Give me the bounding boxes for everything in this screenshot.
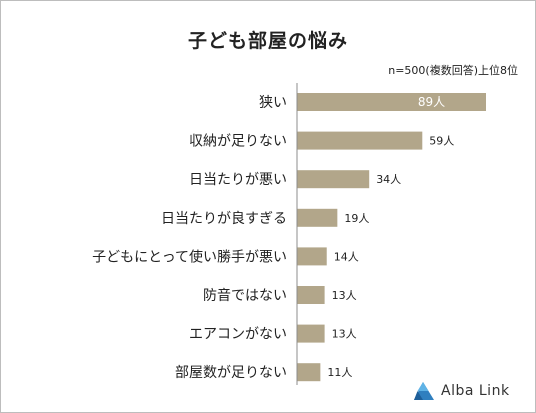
bar-0 — [297, 93, 486, 111]
bar-1 — [297, 131, 423, 150]
category-label-1: 収納が足りない — [189, 134, 287, 150]
brand-triangle-icon — [414, 382, 434, 400]
value-label-3: 19人 — [344, 212, 369, 225]
brand-name: Alba Link — [441, 383, 510, 399]
category-labels-group: 狭い収納が足りない日当たりが悪い日当たりが良すぎる子どもにとって使い勝手が悪い防… — [92, 95, 287, 381]
value-label-6: 13人 — [332, 328, 357, 341]
category-label-6: エアコンがない — [189, 327, 287, 343]
bar-2 — [297, 170, 370, 189]
category-label-7: 部屋数が足りない — [175, 365, 287, 381]
bar-5 — [297, 286, 325, 304]
sample-note: n=500(複数回答)上位8位 — [388, 64, 518, 77]
category-label-4: 子どもにとって使い勝手が悪い — [92, 248, 287, 265]
category-label-5: 防音ではない — [203, 287, 287, 304]
chart-title: 子ども部屋の悩み — [187, 30, 348, 52]
category-label-2: 日当たりが悪い — [189, 172, 287, 188]
brand-logo: Alba Link — [413, 381, 510, 401]
value-label-4: 14人 — [334, 250, 359, 263]
value-label-0: 89人 — [418, 95, 445, 109]
value-label-7: 11人 — [327, 366, 352, 379]
category-label-0: 狭い — [259, 95, 287, 111]
bar-3 — [297, 208, 338, 227]
value-label-1: 59人 — [429, 135, 454, 148]
value-labels-group: 89人 59人 34人 19人 14人 13人 13人 11人 — [327, 95, 454, 379]
bar-4 — [297, 247, 327, 266]
bar-7 — [297, 363, 321, 382]
bars-group — [297, 93, 486, 382]
bar-6 — [297, 324, 325, 343]
value-label-5: 13人 — [332, 289, 357, 302]
category-label-3: 日当たりが良すぎる — [161, 211, 287, 227]
value-label-2: 34人 — [376, 173, 401, 186]
